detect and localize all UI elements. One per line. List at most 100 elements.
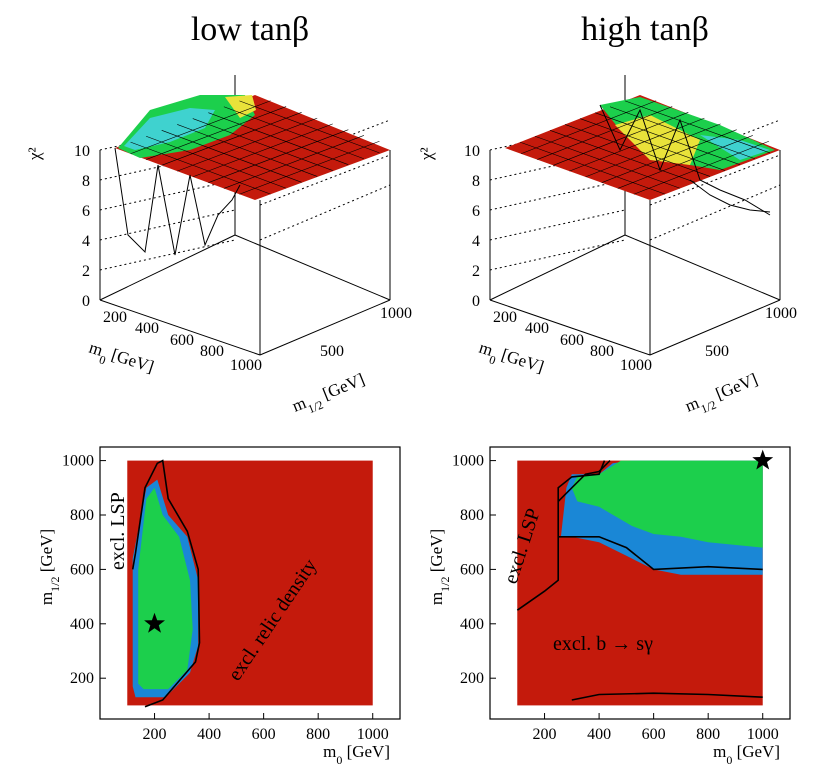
x-tick-label: 200	[533, 726, 557, 743]
svg-text:600: 600	[170, 332, 194, 349]
contour-line	[571, 692, 763, 701]
svg-text:1000: 1000	[765, 305, 797, 322]
y-tick-label: 600	[70, 561, 94, 578]
mesh-line	[192, 123, 333, 178]
svg-text:4: 4	[82, 233, 90, 250]
y-tick-label: 400	[460, 616, 484, 633]
y-axis-ticks: 500 1000	[320, 305, 412, 360]
y-tick-label: 800	[460, 507, 484, 524]
svg-text:6: 6	[472, 203, 480, 220]
x-axis-label: m0 [GeV]	[713, 742, 780, 767]
y-axis-ticks: 500 1000	[705, 305, 797, 360]
mesh-line	[633, 140, 769, 195]
mesh-line	[537, 106, 673, 160]
x-tick-label: 400	[197, 726, 221, 743]
x-tick-label: 800	[696, 726, 720, 743]
svg-text:600: 600	[560, 332, 584, 349]
mesh-line	[146, 106, 287, 160]
mesh-line	[177, 124, 318, 177]
allowed-region	[138, 487, 193, 690]
x-axis-ticks: 200 400 600 800 1000	[493, 309, 652, 374]
mesh-line	[579, 118, 726, 171]
y-axis-label: m1/2 [GeV]	[289, 370, 369, 422]
surface-cyan-patch	[700, 135, 770, 160]
x-tick-label: 800	[306, 726, 330, 743]
x-tick-label: 1000	[747, 726, 779, 743]
surface-plot-high-tanbeta: 10 8 6 4 2 0 χ² 200 400 600 800 1000 500 1000 m0…	[417, 75, 797, 421]
annotation-excl-lsp: excl. LSP	[107, 492, 129, 570]
mesh-line	[617, 135, 753, 189]
svg-text:0: 0	[82, 293, 90, 310]
svg-text:1000: 1000	[620, 357, 652, 374]
svg-text:8: 8	[472, 173, 480, 190]
svg-text:1000: 1000	[380, 305, 412, 322]
svg-text:200: 200	[493, 309, 517, 326]
z-axis-ticks: 10 8 6 4 2 0	[74, 143, 90, 310]
best-fit-star	[752, 449, 774, 470]
mesh-line	[161, 112, 302, 166]
mesh-line	[519, 141, 666, 195]
z-axis-label: χ²	[417, 147, 436, 161]
x-axis-label: m0 [GeV]	[323, 742, 390, 767]
mesh-line	[223, 106, 364, 160]
annotation-excl-bsgamma: excl. b → sγ	[553, 633, 653, 655]
surface-dip-wire-2	[689, 179, 771, 213]
surface-dip-wire	[599, 104, 771, 216]
z-axis-ticks: 10 8 6 4 2 0	[464, 143, 480, 310]
svg-text:500: 500	[705, 343, 729, 360]
box-edges	[99, 75, 391, 356]
surface-dip-wire	[114, 147, 241, 256]
svg-text:10: 10	[74, 143, 90, 160]
svg-text:4: 4	[472, 233, 480, 250]
y-tick-label: 200	[460, 670, 484, 687]
mesh-line	[601, 129, 737, 183]
mesh-line	[208, 112, 349, 165]
y-axis-label: m1/2 [GeV]	[37, 529, 62, 605]
mesh-line	[177, 117, 318, 172]
svg-text:6: 6	[82, 203, 90, 220]
mesh-line	[223, 135, 364, 189]
x-tick-label: 600	[642, 726, 666, 743]
best-fit-star	[144, 612, 165, 633]
x-tick-label: 600	[252, 726, 276, 743]
x-tick-label: 1000	[357, 726, 389, 743]
surface-mesh	[130, 100, 380, 195]
surface-plot-low-tanbeta: 10 8 6 4 2 0 χ² 200 400 600 800 1000 500 1000 m0…	[25, 75, 412, 421]
svg-text:8: 8	[82, 173, 90, 190]
svg-text:400: 400	[525, 320, 549, 337]
contour-line	[558, 535, 763, 571]
mesh-line	[521, 100, 657, 155]
x-tick-label: 400	[587, 726, 611, 743]
contour-line	[557, 460, 611, 502]
mesh-line	[192, 118, 333, 171]
mesh-line	[549, 130, 696, 183]
title-left: low tanβ	[191, 11, 309, 48]
y-axis-label: m1/2 [GeV]	[427, 529, 452, 605]
y-tick-label: 600	[460, 561, 484, 578]
mesh-line	[130, 100, 271, 155]
z-axis-label: χ²	[25, 147, 44, 161]
mesh-line	[161, 130, 302, 183]
mesh-line	[553, 112, 689, 166]
mesh-line	[624, 100, 771, 154]
svg-text:800: 800	[200, 343, 224, 360]
y-tick-label: 200	[70, 670, 94, 687]
mesh-line	[208, 129, 349, 183]
svg-text:2: 2	[472, 263, 480, 280]
contour-line	[131, 459, 201, 708]
y-tick-label: 1000	[62, 453, 94, 470]
svg-text:0: 0	[472, 293, 480, 310]
svg-text:10: 10	[464, 143, 480, 160]
svg-text:400: 400	[135, 320, 159, 337]
x-tick-label: 200	[143, 726, 167, 743]
surface-cyan-patch	[124, 108, 215, 150]
svg-text:500: 500	[320, 343, 344, 360]
y-tick-label: 1000	[452, 453, 484, 470]
x-axis-label: m0 [GeV]	[85, 338, 156, 382]
title-right: high tanβ	[581, 11, 709, 48]
svg-text:1000: 1000	[230, 357, 262, 374]
x-axis-label: m0 [GeV]	[475, 338, 546, 382]
y-tick-label: 400	[70, 616, 94, 633]
